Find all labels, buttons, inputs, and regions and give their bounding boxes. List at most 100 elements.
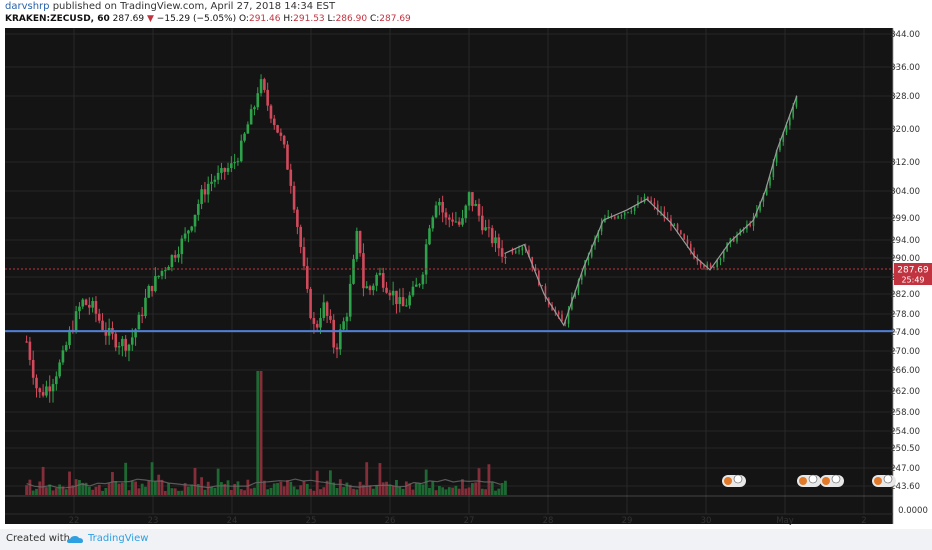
- candle-body: [233, 162, 236, 164]
- volume-bar: [45, 487, 48, 495]
- candle-body: [756, 210, 758, 217]
- candle-body: [121, 338, 124, 347]
- open-label: O:: [239, 14, 249, 24]
- candle-body: [617, 216, 619, 219]
- volume-bar: [362, 484, 365, 495]
- candle-body: [666, 218, 669, 220]
- volume-bar: [137, 488, 141, 495]
- volume-bar: [180, 490, 184, 495]
- candle-body: [55, 376, 58, 385]
- candle-body: [144, 297, 147, 317]
- candle-body: [38, 388, 42, 393]
- volume-bar: [203, 489, 207, 495]
- flag-icon[interactable]: [872, 474, 896, 487]
- candle-body: [127, 344, 131, 351]
- price-tick-label: 274.00: [890, 328, 920, 338]
- volume-bar: [104, 488, 108, 495]
- candle-body: [531, 256, 534, 268]
- price-tick-label: 258.00: [890, 408, 920, 418]
- candle-body: [388, 292, 392, 296]
- candle-body: [541, 285, 543, 287]
- volume-bar: [500, 483, 504, 495]
- volume-bar: [28, 479, 32, 495]
- price-chart[interactable]: 344.00 336.00 328.00 320.00 312.00 304.00 299.…: [0, 28, 932, 529]
- candle-body: [699, 261, 702, 266]
- volume-bar: [144, 486, 147, 495]
- candle-body: [282, 135, 286, 145]
- candle-body: [467, 192, 471, 206]
- candle-body: [187, 230, 190, 234]
- candle-body: [477, 203, 481, 216]
- volume-bar: [279, 481, 283, 495]
- candle-body: [104, 330, 108, 336]
- volume-bar: [332, 482, 336, 495]
- candle-body: [769, 177, 771, 186]
- candle-body: [200, 189, 203, 204]
- candle-body: [471, 192, 474, 206]
- candle-body: [424, 244, 428, 275]
- candle-body: [405, 305, 408, 307]
- tradingview-link[interactable]: TradingView: [88, 533, 149, 544]
- last-price-text: 287.69: [112, 14, 145, 24]
- flag-icon[interactable]: [820, 474, 844, 487]
- candle-body: [249, 109, 253, 125]
- volume-bar: [25, 485, 28, 495]
- time-tick-label: 2: [861, 516, 866, 526]
- candle-body: [305, 266, 309, 289]
- ohlc-legend: KRAKEN:ZECUSD, 60 287.69 ▼ −15.29 (−5.05…: [5, 14, 411, 24]
- volume-bar: [309, 488, 312, 495]
- price-tick-label: 262.00: [890, 387, 920, 397]
- event-flags: [722, 474, 896, 487]
- volume-bar: [329, 470, 332, 495]
- candle-body: [190, 226, 194, 231]
- volume-bar: [51, 490, 55, 495]
- price-tick-label: 254.00: [890, 427, 920, 437]
- volume-bar: [497, 488, 501, 495]
- volume-bar: [140, 483, 144, 495]
- candle-body: [193, 214, 197, 227]
- volume-bar: [312, 490, 316, 495]
- volume-bar: [173, 488, 177, 495]
- volume-bar: [111, 472, 114, 495]
- candle-body: [160, 270, 164, 276]
- candle-body: [673, 224, 676, 226]
- candle-body: [614, 217, 616, 219]
- candle-body: [61, 350, 65, 363]
- price-tick-label: 243.60: [890, 482, 920, 492]
- candle-body: [428, 228, 431, 245]
- candle-body: [487, 227, 491, 229]
- volume-bar: [335, 488, 339, 495]
- author-link[interactable]: darvshrp: [5, 1, 50, 12]
- candle-body: [375, 274, 378, 286]
- price-tick-label: 270.00: [890, 347, 920, 357]
- candle-body: [332, 319, 336, 348]
- volume-bar: [368, 485, 372, 495]
- candle-body: [203, 189, 207, 195]
- flag-icon[interactable]: [722, 474, 746, 487]
- candle-body: [342, 321, 345, 330]
- price-tick-label: 320.00: [890, 125, 920, 135]
- candle-body: [81, 299, 85, 307]
- price-tick-label: 336.00: [890, 63, 920, 73]
- candle-body: [150, 285, 154, 292]
- volume-bar: [167, 483, 170, 495]
- candle-body: [315, 323, 319, 328]
- flag-icon[interactable]: [797, 474, 821, 487]
- volume-bar: [352, 488, 355, 495]
- candle-body: [584, 260, 586, 275]
- candle-body: [381, 273, 385, 288]
- candle-body: [329, 315, 332, 320]
- candle-body: [676, 224, 679, 231]
- candle-body: [633, 205, 636, 212]
- volume-bar: [338, 479, 342, 495]
- candle-body: [683, 233, 685, 240]
- candle-body: [511, 249, 514, 253]
- candle-body: [378, 273, 382, 275]
- candle-body: [518, 250, 520, 252]
- candle-body: [647, 196, 649, 201]
- candle-body: [696, 258, 699, 262]
- price-tick-label: 299.00: [890, 214, 920, 224]
- candle-body: [722, 251, 725, 259]
- projection-path[interactable]: [504, 95, 798, 327]
- candle-body: [253, 107, 256, 110]
